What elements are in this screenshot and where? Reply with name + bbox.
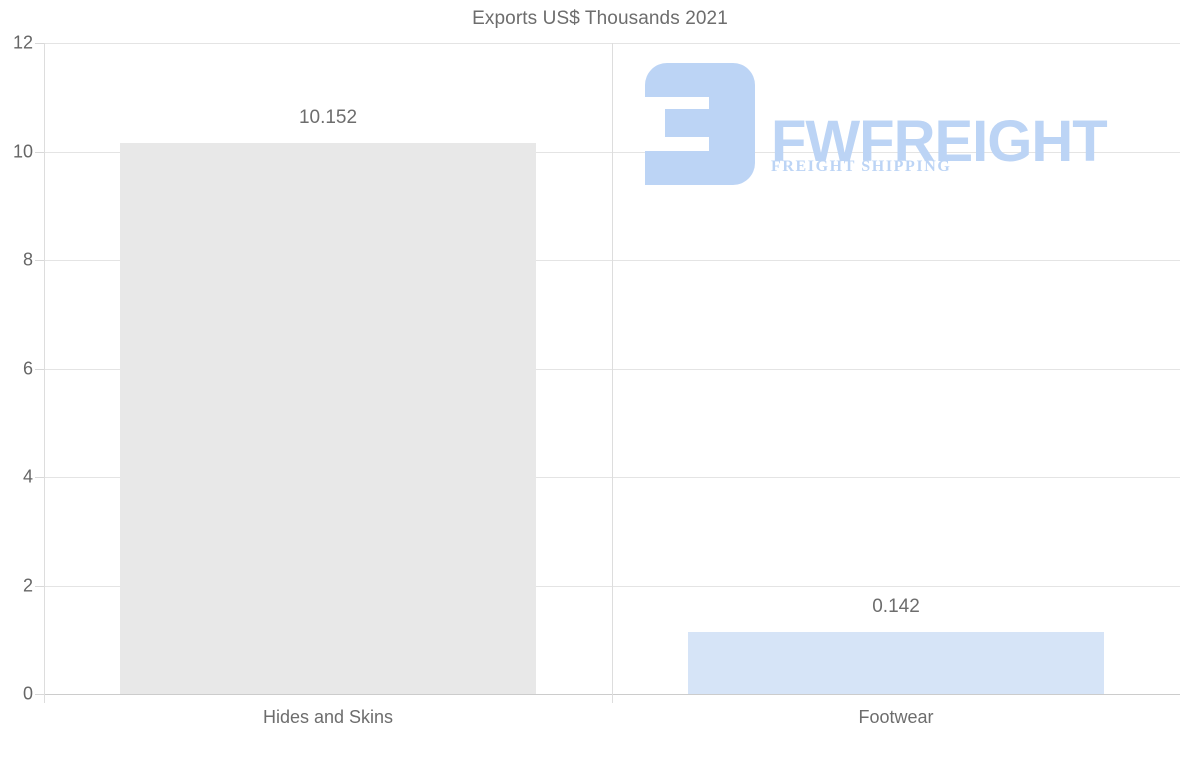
category-label-footwear: Footwear — [858, 707, 934, 727]
y-tick-8 — [35, 260, 44, 261]
chart-title: Exports US$ Thousands 2021 — [472, 8, 728, 29]
plot-area — [35, 43, 1180, 703]
y-axis-label-12: 12 — [12, 32, 33, 53]
y-axis-label-8: 8 — [22, 249, 33, 270]
y-axis-line — [44, 43, 45, 703]
bar-value-label-1: 0.142 — [872, 596, 920, 618]
y-axis-label-10: 10 — [12, 141, 33, 161]
y-tick-4 — [35, 477, 44, 478]
y-tick-12 — [35, 43, 44, 44]
y-tick-0 — [35, 694, 44, 695]
y-axis-label-4: 4 — [22, 466, 33, 487]
y-axis-label-0: 0 — [22, 683, 33, 704]
category-divider-0 — [612, 43, 613, 703]
y-tick-2 — [35, 585, 44, 587]
y-axis-label-2: 2 — [22, 575, 33, 595]
y-tick-10 — [35, 151, 44, 153]
bar-footwear[interactable] — [688, 632, 1104, 694]
y-axis-label-6: 6 — [22, 358, 33, 378]
y-tick-6 — [35, 368, 44, 370]
category-label-hides-and-skins: Hides and Skins — [262, 707, 394, 727]
bar-hides-and-skins[interactable] — [120, 143, 536, 694]
bar-value-label-0: 10.152 — [298, 107, 358, 129]
